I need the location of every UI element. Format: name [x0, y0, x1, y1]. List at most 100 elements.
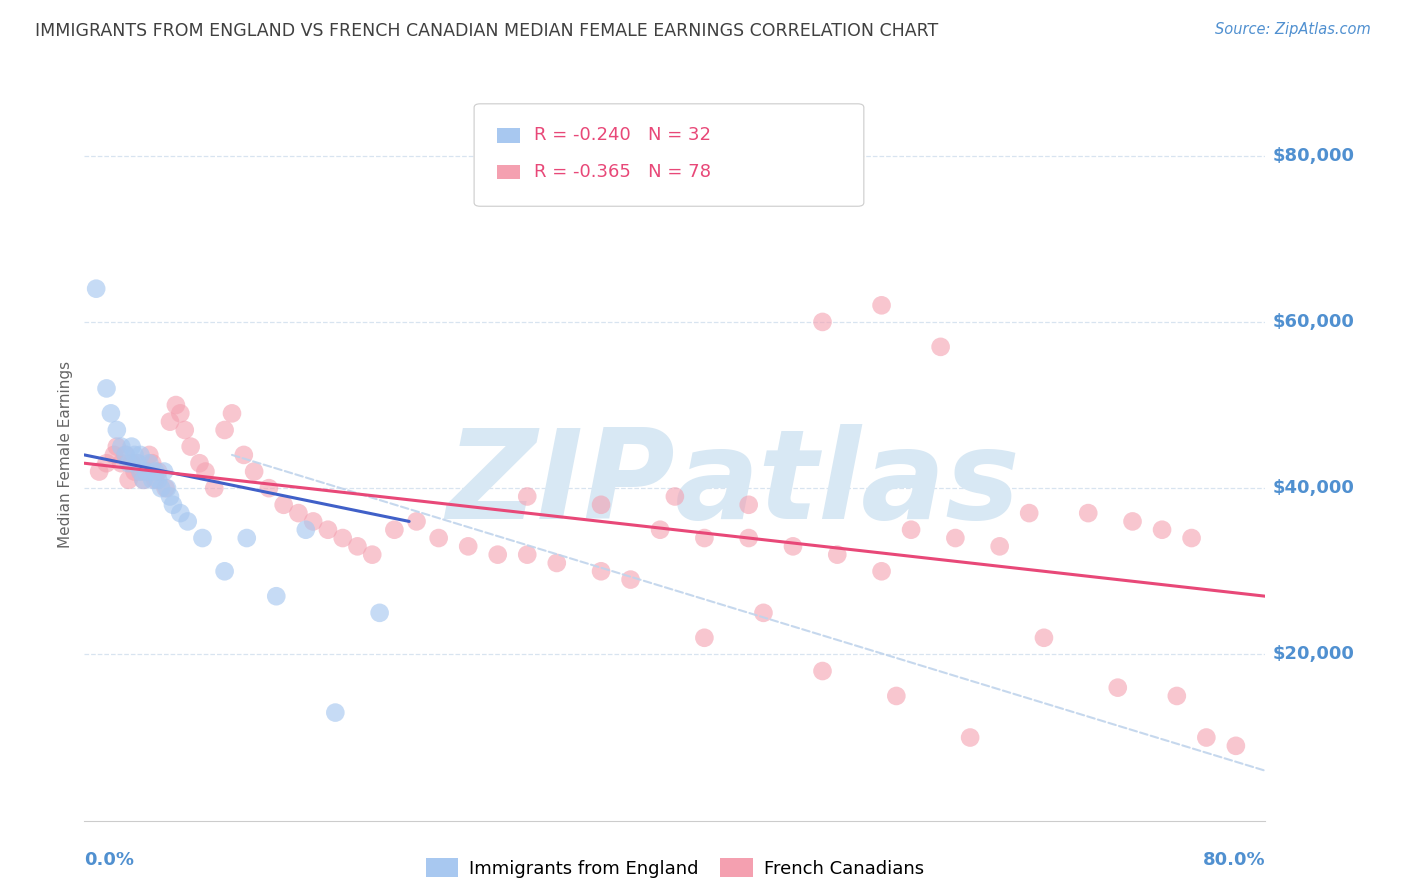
Point	[368, 606, 391, 620]
Text: 0.0%: 0.0%	[84, 851, 135, 870]
Point	[382, 523, 406, 537]
Point	[235, 531, 259, 545]
Point	[105, 440, 128, 454]
Point	[114, 448, 136, 462]
Point	[886, 689, 908, 703]
Point	[173, 423, 195, 437]
Point	[124, 448, 146, 462]
Point	[1122, 515, 1144, 529]
Point	[150, 481, 173, 495]
Point	[316, 523, 339, 537]
Point	[811, 664, 834, 678]
Point	[273, 498, 295, 512]
Point	[693, 631, 716, 645]
Point	[405, 515, 427, 529]
Point	[121, 456, 143, 470]
Point	[103, 448, 125, 462]
Point	[214, 423, 236, 437]
Point	[516, 548, 538, 562]
Point	[361, 548, 384, 562]
Y-axis label: Median Female Earnings: Median Female Earnings	[58, 361, 73, 549]
Point	[169, 506, 191, 520]
Point	[202, 481, 225, 495]
Point	[114, 448, 136, 462]
Text: $80,000: $80,000	[1272, 146, 1354, 165]
Point	[1225, 739, 1247, 753]
Text: IMMIGRANTS FROM ENGLAND VS FRENCH CANADIAN MEDIAN FEMALE EARNINGS CORRELATION CH: IMMIGRANTS FROM ENGLAND VS FRENCH CANADI…	[35, 22, 938, 40]
Point	[129, 465, 152, 479]
Point	[87, 465, 111, 479]
Point	[138, 448, 160, 462]
Text: R = -0.365   N = 78: R = -0.365 N = 78	[534, 163, 711, 181]
Point	[221, 406, 243, 420]
Point	[135, 465, 157, 479]
Point	[143, 465, 166, 479]
Point	[129, 465, 152, 479]
Point	[591, 564, 613, 578]
Point	[118, 473, 141, 487]
Point	[591, 498, 613, 512]
Point	[169, 406, 191, 420]
Point	[900, 523, 922, 537]
Point	[127, 456, 149, 470]
Point	[648, 523, 672, 537]
Point	[135, 465, 157, 479]
Point	[870, 564, 893, 578]
Point	[988, 539, 1011, 553]
Point	[782, 539, 804, 553]
Point	[929, 340, 952, 354]
Point	[486, 548, 509, 562]
Point	[143, 473, 166, 487]
Point	[738, 498, 761, 512]
Point	[1150, 523, 1173, 537]
Text: $40,000: $40,000	[1272, 479, 1354, 497]
Point	[332, 531, 354, 545]
Point	[159, 415, 181, 429]
Point	[1166, 689, 1188, 703]
Point	[155, 481, 177, 495]
Point	[945, 531, 967, 545]
Point	[1107, 681, 1129, 695]
Text: atlas: atlas	[675, 424, 1021, 545]
Point	[295, 523, 318, 537]
Point	[96, 381, 118, 395]
Legend: Immigrants from England, French Canadians: Immigrants from England, French Canadian…	[419, 851, 931, 885]
Point	[165, 398, 187, 412]
Point	[323, 706, 347, 720]
Point	[156, 481, 179, 495]
Point	[1032, 631, 1054, 645]
Point	[346, 539, 368, 553]
Point	[153, 465, 176, 479]
Point	[110, 440, 132, 454]
Point	[243, 465, 266, 479]
Point	[1195, 731, 1218, 745]
Point	[191, 531, 214, 545]
Point	[264, 589, 288, 603]
Point	[132, 473, 155, 487]
Point	[121, 440, 143, 454]
Point	[738, 531, 761, 545]
Point	[100, 406, 122, 420]
Text: $20,000: $20,000	[1272, 646, 1354, 664]
Point	[232, 448, 254, 462]
Point	[870, 298, 893, 312]
Point	[752, 606, 775, 620]
Text: ZIP: ZIP	[446, 424, 675, 545]
Point	[138, 456, 160, 470]
Point	[693, 531, 716, 545]
Point	[141, 473, 163, 487]
Point	[180, 440, 202, 454]
Text: 80.0%: 80.0%	[1202, 851, 1265, 870]
Point	[148, 465, 170, 479]
Point	[302, 515, 325, 529]
Point	[141, 456, 163, 470]
Point	[427, 531, 450, 545]
Point	[162, 498, 184, 512]
Point	[827, 548, 849, 562]
Point	[1077, 506, 1099, 520]
Point	[188, 456, 211, 470]
Point	[84, 282, 107, 296]
Point	[257, 481, 280, 495]
Point	[148, 473, 170, 487]
Point	[619, 573, 641, 587]
